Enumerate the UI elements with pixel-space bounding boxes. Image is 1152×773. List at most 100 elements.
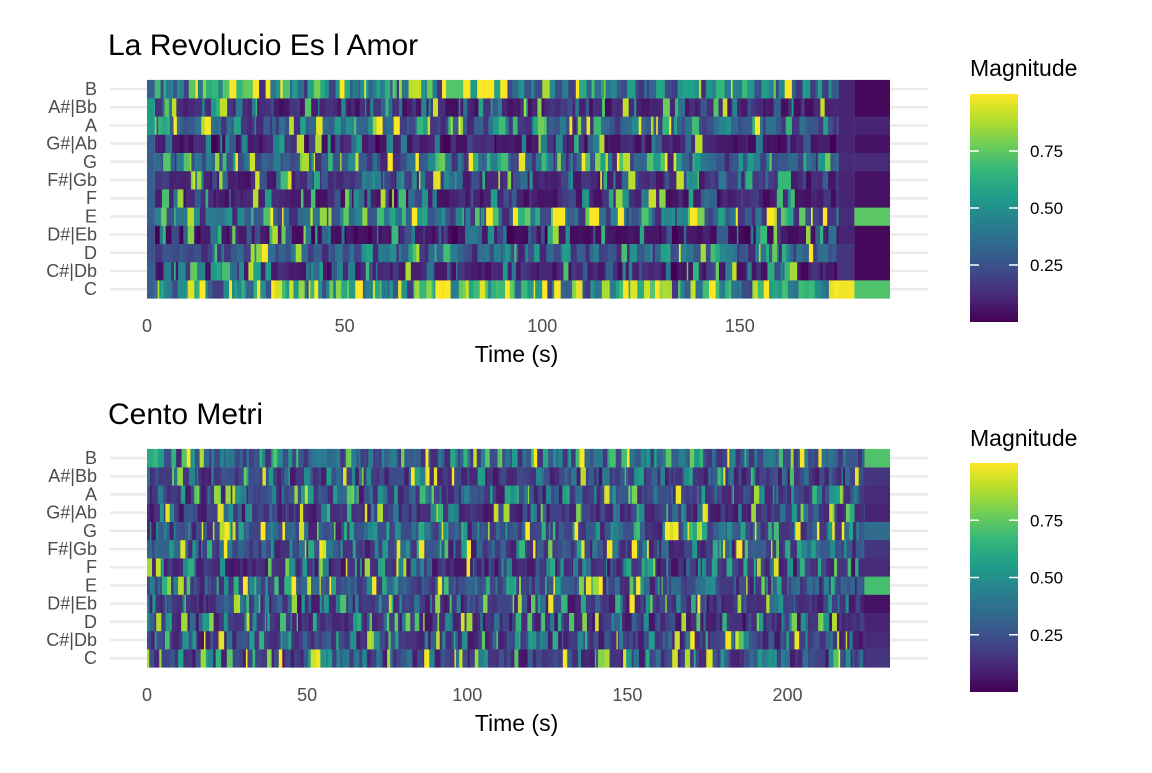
heatmap-tile <box>199 540 202 559</box>
heatmap-tile <box>384 262 391 281</box>
heatmap-tile <box>174 540 180 559</box>
heatmap-tile <box>582 558 586 577</box>
heatmap-tile <box>428 171 434 190</box>
heatmap-tile <box>709 135 715 154</box>
heatmap-tile <box>818 558 822 577</box>
heatmap-tile <box>179 522 185 541</box>
heatmap-tile <box>194 485 197 504</box>
heatmap-tile <box>470 595 474 614</box>
heatmap-tile <box>224 280 230 299</box>
heatmap-tile <box>575 595 581 614</box>
heatmap-tile <box>185 262 190 281</box>
heatmap-tile <box>254 280 258 299</box>
heatmap-tile <box>823 595 828 614</box>
heatmap-tile <box>806 153 812 172</box>
heatmap-tile <box>240 595 243 614</box>
heatmap-tile <box>503 226 507 245</box>
heatmap-tile <box>470 80 477 99</box>
heatmap-tile <box>770 485 774 504</box>
heatmap-tile <box>225 135 230 154</box>
heatmap-tile <box>178 280 184 299</box>
heatmap-tile <box>684 467 690 486</box>
heatmap-tile <box>706 595 709 614</box>
heatmap-tile <box>825 80 829 99</box>
heatmap-tile <box>697 226 703 245</box>
heatmap-tile <box>703 631 706 650</box>
heatmap-tile <box>349 189 352 208</box>
heatmap-tile <box>167 522 170 541</box>
heatmap-tile <box>684 171 687 190</box>
y-tick-label: G#|Ab <box>46 503 97 523</box>
heatmap-tile <box>596 98 603 117</box>
heatmap-tile <box>715 135 720 154</box>
heatmap-tile <box>624 558 627 577</box>
heatmap-tile <box>535 207 540 226</box>
heatmap-tile <box>607 171 614 190</box>
heatmap-tile <box>308 649 311 668</box>
heatmap-tile <box>751 595 757 614</box>
heatmap-tile <box>182 631 187 650</box>
heatmap-tile <box>302 595 306 614</box>
heatmap-tile <box>292 80 298 99</box>
heatmap-tile <box>671 467 674 486</box>
heatmap-tile <box>856 522 859 541</box>
heatmap-tile <box>595 207 599 226</box>
heatmap-tile <box>605 467 610 486</box>
heatmap-tile <box>547 613 551 632</box>
heatmap-tile <box>648 485 654 504</box>
heatmap-tile <box>832 522 835 541</box>
heatmap-tile <box>610 649 616 668</box>
heatmap-tile <box>841 540 844 559</box>
heatmap-tile <box>348 153 356 172</box>
heatmap-tile <box>677 207 682 226</box>
heatmap-tile <box>539 576 545 595</box>
heatmap-tile <box>721 153 725 172</box>
heatmap-tile <box>321 576 326 595</box>
heatmap-tile <box>438 504 444 523</box>
heatmap-tile <box>380 153 388 172</box>
heatmap-tile <box>708 649 713 668</box>
heatmap-tile <box>826 262 832 281</box>
heatmap-tile <box>794 98 802 117</box>
heatmap-tile <box>158 540 163 559</box>
heatmap-tile <box>252 649 255 668</box>
heatmap-tile <box>789 522 794 541</box>
heatmap-tile <box>339 631 345 650</box>
heatmap-tile <box>686 558 691 577</box>
heatmap-tile <box>181 226 184 245</box>
heatmap-tile <box>825 540 830 559</box>
heatmap-tile <box>785 207 788 226</box>
heatmap-tile <box>608 226 616 245</box>
heatmap-tile <box>448 116 451 135</box>
heatmap-tile <box>823 207 828 226</box>
heatmap-tile <box>412 98 416 117</box>
heatmap-tile <box>298 207 305 226</box>
heatmap-tile <box>603 540 607 559</box>
heatmap-tile <box>335 244 341 263</box>
heatmap-tile <box>616 504 620 523</box>
heatmap-tile <box>598 649 603 668</box>
heatmap-tile <box>777 189 784 208</box>
heatmap-tile <box>763 98 766 117</box>
colorbar-legend: Magnitude0.250.500.75 <box>970 425 1077 692</box>
heatmap-tile <box>183 116 188 135</box>
heatmap-tile <box>351 576 355 595</box>
heatmap-tile <box>309 504 313 523</box>
heatmap-tile <box>290 189 295 208</box>
heatmap-tile <box>679 522 682 541</box>
heatmap-tile <box>539 262 546 281</box>
heatmap-tile <box>346 449 349 468</box>
heatmap-tile <box>837 558 843 577</box>
heatmap-tile <box>261 522 266 541</box>
heatmap-tile <box>794 485 799 504</box>
heatmap-tile <box>187 244 194 263</box>
heatmap-tile <box>147 613 150 632</box>
heatmap-tile <box>725 153 730 172</box>
heatmap-tile <box>854 80 890 99</box>
heatmap-tile <box>578 522 582 541</box>
heatmap-tile <box>699 80 702 99</box>
heatmap-tile <box>340 207 344 226</box>
heatmap-tile <box>704 467 709 486</box>
heatmap-tile <box>566 153 569 172</box>
heatmap-tile <box>725 262 732 281</box>
